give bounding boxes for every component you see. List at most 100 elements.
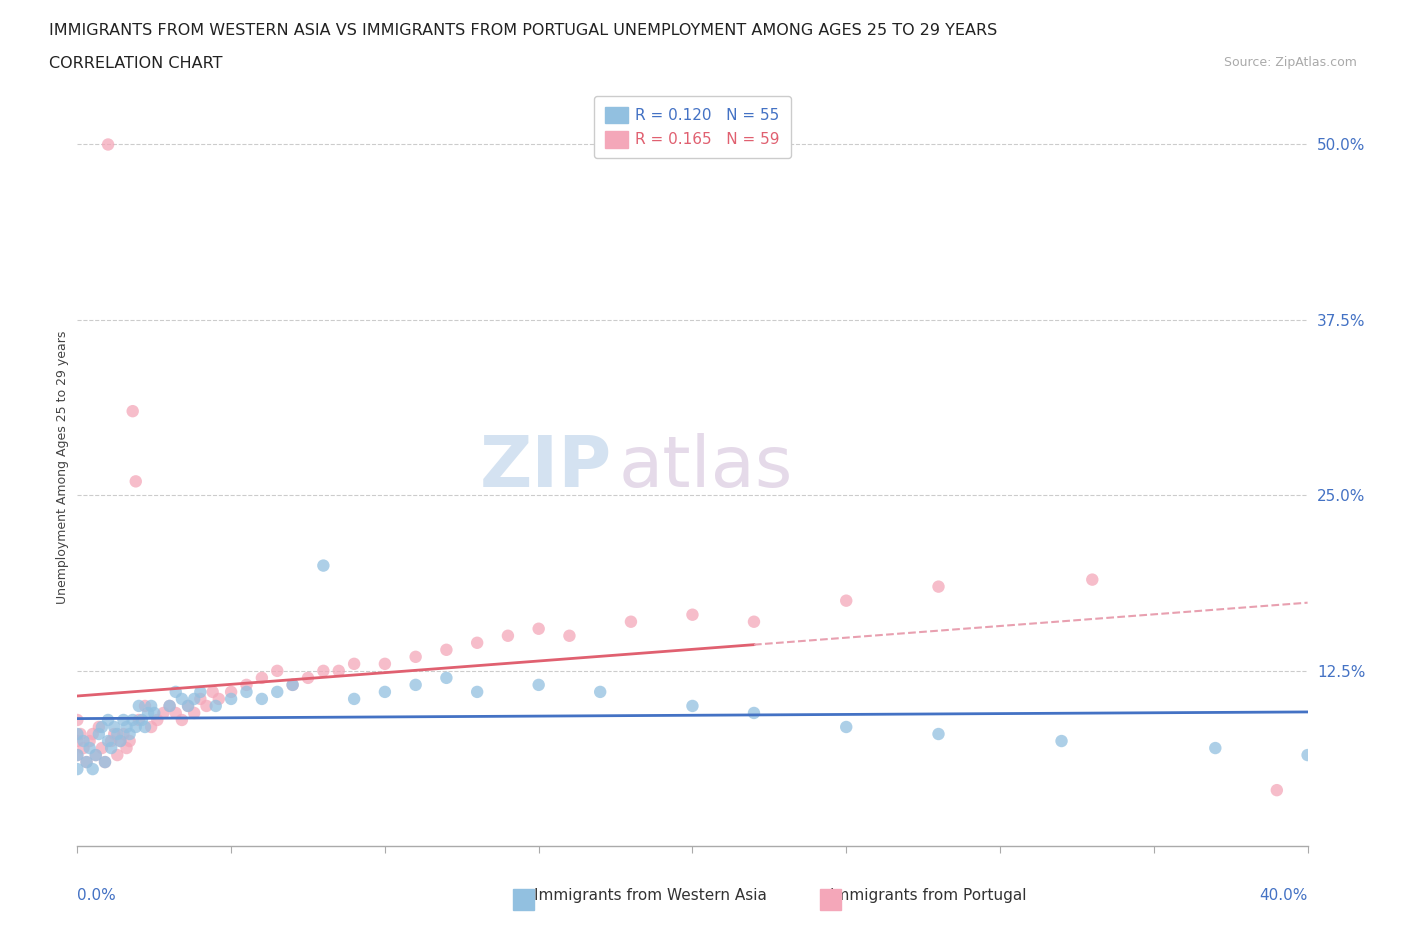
Point: [66, 748, 89, 763]
Point: [436, 671, 458, 685]
Point: [835, 720, 858, 735]
Point: [1265, 783, 1288, 798]
Text: ZIP: ZIP: [481, 432, 613, 502]
Point: [118, 734, 141, 749]
Point: [134, 720, 156, 735]
Point: [66, 712, 89, 727]
Point: [742, 706, 765, 721]
Point: [105, 748, 128, 763]
Point: [136, 706, 159, 721]
Point: [201, 684, 224, 699]
Point: [112, 712, 135, 727]
Point: [141, 720, 163, 735]
Point: [100, 734, 122, 749]
Point: [105, 726, 128, 741]
Point: [97, 734, 120, 749]
Point: [208, 692, 231, 707]
Point: [82, 762, 104, 777]
Point: [159, 698, 181, 713]
Point: [66, 748, 89, 763]
Point: [374, 657, 396, 671]
Text: Source: ZipAtlas.com: Source: ZipAtlas.com: [1223, 56, 1357, 69]
Point: [97, 712, 120, 727]
Point: [682, 607, 704, 622]
Point: [620, 615, 643, 630]
Point: [84, 748, 107, 763]
Point: [188, 684, 212, 699]
Y-axis label: Unemployment Among Ages 25 to 29 years: Unemployment Among Ages 25 to 29 years: [56, 331, 69, 604]
Point: [121, 712, 143, 727]
Point: [496, 629, 519, 644]
Point: [266, 663, 288, 678]
Point: [90, 720, 114, 735]
Point: [195, 698, 218, 713]
Point: [928, 579, 950, 594]
Point: [87, 720, 110, 735]
Point: [110, 734, 132, 749]
Point: [405, 649, 427, 664]
Legend: R = 0.120   N = 55, R = 0.165   N = 59: R = 0.120 N = 55, R = 0.165 N = 59: [595, 96, 790, 158]
Point: [188, 692, 212, 707]
Point: [76, 754, 98, 769]
Point: [527, 677, 550, 692]
Point: [235, 684, 257, 699]
Point: [103, 720, 125, 735]
Point: [204, 698, 226, 713]
Point: [82, 726, 104, 741]
Point: [250, 671, 273, 685]
Point: [170, 712, 193, 727]
Point: [134, 698, 156, 713]
Point: [328, 663, 350, 678]
Point: [141, 698, 163, 713]
Point: [125, 474, 148, 489]
Point: [143, 706, 166, 721]
Point: [152, 706, 174, 721]
Point: [682, 698, 704, 713]
Point: [103, 726, 125, 741]
Point: [125, 720, 148, 735]
Point: [835, 593, 858, 608]
Point: [1050, 734, 1073, 749]
Text: CORRELATION CHART: CORRELATION CHART: [49, 56, 222, 71]
Point: [177, 698, 200, 713]
Point: [436, 643, 458, 658]
Point: [219, 692, 242, 707]
Point: [66, 762, 89, 777]
Point: [100, 740, 122, 755]
Point: [266, 684, 288, 699]
Point: [589, 684, 612, 699]
Point: [343, 692, 366, 707]
Text: 40.0%: 40.0%: [1260, 888, 1308, 903]
Point: [281, 677, 304, 692]
Point: [177, 698, 200, 713]
Point: [374, 684, 396, 699]
Text: 0.0%: 0.0%: [77, 888, 117, 903]
Point: [159, 698, 181, 713]
Point: [183, 692, 205, 707]
Point: [115, 720, 138, 735]
Text: atlas: atlas: [619, 432, 793, 502]
Point: [170, 692, 193, 707]
Text: IMMIGRANTS FROM WESTERN ASIA VS IMMIGRANTS FROM PORTUGAL UNEMPLOYMENT AMONG AGES: IMMIGRANTS FROM WESTERN ASIA VS IMMIGRAN…: [49, 23, 997, 38]
Point: [343, 657, 366, 671]
Point: [76, 754, 98, 769]
Point: [94, 754, 117, 769]
Point: [79, 734, 101, 749]
Point: [128, 712, 150, 727]
Point: [69, 726, 91, 741]
Point: [465, 684, 488, 699]
Point: [1296, 748, 1319, 763]
Point: [465, 635, 488, 650]
Point: [165, 706, 187, 721]
Point: [90, 740, 114, 755]
Point: [87, 726, 110, 741]
Point: [558, 629, 581, 644]
Point: [928, 726, 950, 741]
Point: [66, 734, 89, 749]
Point: [97, 137, 120, 152]
Text: Immigrants from Western Asia: Immigrants from Western Asia: [534, 888, 768, 903]
Text: Immigrants from Portugal: Immigrants from Portugal: [830, 888, 1026, 903]
Point: [115, 740, 138, 755]
Point: [219, 684, 242, 699]
Point: [742, 615, 765, 630]
